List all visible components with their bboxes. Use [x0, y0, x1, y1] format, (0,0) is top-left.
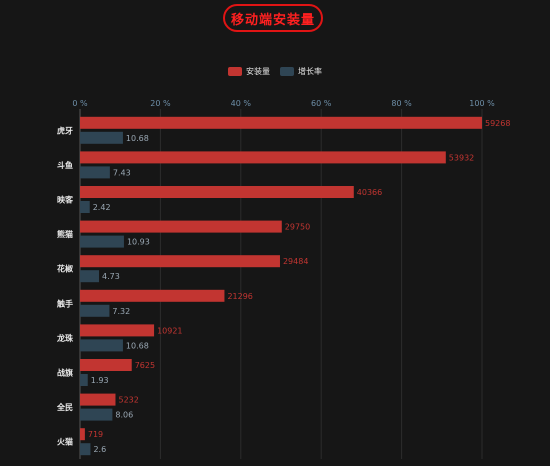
legend-item-install[interactable]: 安装量 — [228, 66, 270, 77]
bar-install — [80, 186, 354, 198]
data-label-install: 10921 — [157, 326, 182, 335]
legend-label-install: 安装量 — [246, 66, 270, 76]
data-label-growth: 1.93 — [91, 376, 109, 385]
data-label-install: 59268 — [485, 119, 510, 128]
bar-growth — [80, 201, 90, 213]
x-tick-label: 40 % — [231, 99, 252, 108]
y-category-label: 映客 — [57, 195, 74, 205]
bar-growth — [80, 374, 88, 386]
data-label-growth: 2.42 — [93, 203, 111, 212]
y-category-label: 熊猫 — [57, 229, 73, 239]
legend-swatch-growth — [280, 66, 294, 76]
bar-growth — [80, 339, 123, 352]
bar-install — [80, 289, 225, 302]
x-tick-label: 80 % — [391, 99, 412, 108]
data-label-install: 21296 — [227, 292, 252, 301]
bar-growth — [80, 443, 91, 456]
bar-install — [80, 116, 482, 129]
x-tick-label: 20 % — [150, 99, 171, 108]
legend-item-growth[interactable]: 增长率 — [280, 66, 322, 77]
legend: 安装量 增长率 — [0, 64, 550, 78]
bar-install — [80, 151, 446, 164]
bar-install — [80, 324, 155, 337]
bar-growth — [80, 408, 113, 421]
bar-install — [80, 393, 116, 406]
y-category-label: 斗鱼 — [57, 160, 73, 170]
x-tick-label: 100 % — [469, 99, 495, 108]
data-label-install: 29750 — [285, 223, 310, 232]
data-label-growth: 4.73 — [102, 272, 120, 281]
data-label-growth: 2.6 — [93, 445, 106, 454]
data-label-growth: 7.32 — [112, 307, 130, 316]
data-label-install: 5232 — [118, 396, 138, 405]
bar-install — [80, 220, 282, 233]
bar-growth — [80, 131, 123, 144]
bar-install — [80, 428, 85, 441]
y-category-label: 战旗 — [57, 368, 73, 378]
legend-label-growth: 增长率 — [298, 66, 322, 76]
chart-title: 移动端安装量 — [223, 4, 323, 32]
y-category-label: 全民 — [56, 402, 73, 412]
bar-install — [80, 359, 132, 371]
data-label-install: 7625 — [135, 361, 155, 370]
data-label-install: 719 — [88, 430, 103, 439]
data-label-install: 53932 — [449, 153, 474, 162]
legend-swatch-install — [228, 66, 242, 76]
bar-growth — [80, 235, 124, 248]
data-label-growth: 7.43 — [113, 168, 131, 177]
x-tick-label: 60 % — [311, 99, 332, 108]
data-label-install: 29484 — [283, 257, 308, 266]
data-label-growth: 10.68 — [126, 341, 149, 350]
bar-growth — [80, 166, 110, 179]
data-label-growth: 10.68 — [126, 134, 149, 143]
y-category-label: 火猫 — [57, 437, 73, 447]
x-tick-label: 0 % — [72, 99, 88, 108]
y-category-label: 触手 — [57, 298, 73, 308]
y-category-label: 龙珠 — [56, 333, 74, 343]
data-label-growth: 8.06 — [115, 411, 133, 420]
bar-install — [80, 255, 280, 268]
bar-growth — [80, 304, 110, 317]
data-label-install: 40366 — [357, 188, 382, 197]
y-category-label: 花椒 — [57, 264, 74, 274]
data-label-growth: 10.93 — [127, 238, 150, 247]
bar-growth — [80, 270, 100, 283]
y-category-label: 虎牙 — [57, 125, 73, 135]
